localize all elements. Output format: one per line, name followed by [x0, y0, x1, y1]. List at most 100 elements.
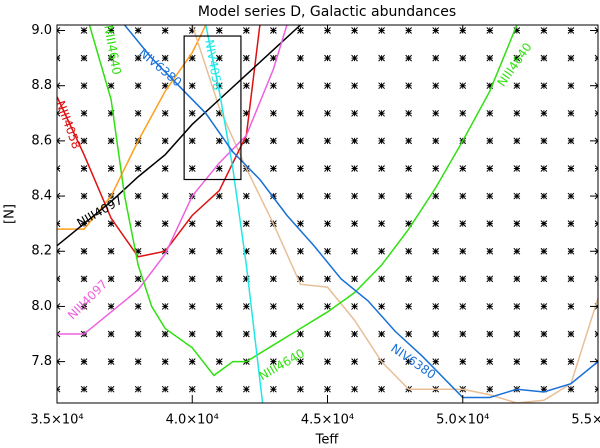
grid-point [567, 385, 575, 393]
axes-frame [56, 24, 599, 404]
grid-point [432, 192, 440, 200]
grid-point [540, 247, 548, 255]
grid-point [80, 275, 88, 283]
grid-point [215, 54, 223, 62]
grid-point [351, 165, 358, 172]
grid-point [134, 220, 142, 228]
grid-point [378, 303, 385, 310]
grid-point [107, 385, 115, 393]
grid-point [486, 192, 494, 200]
grid-point [459, 192, 467, 200]
grid-point [134, 192, 142, 200]
grid-point [540, 275, 548, 283]
x-tick-label: 5.0×10⁴ [436, 413, 489, 428]
y-tick-label: 8.0 [31, 299, 52, 314]
grid-point [270, 192, 277, 200]
grid-point [297, 358, 304, 365]
grid-point [215, 192, 223, 200]
grid-point [513, 330, 521, 338]
grid-point [324, 192, 331, 200]
curve-label: NIII4058 [53, 99, 83, 151]
grid-point [80, 247, 88, 255]
grid-point [540, 27, 548, 34]
grid-point [378, 275, 385, 283]
grid-point [188, 275, 196, 283]
x-tick-label: 4.0×10⁴ [166, 413, 219, 428]
grid-point [567, 192, 575, 200]
grid-point [161, 54, 169, 62]
grid-point [567, 247, 575, 255]
grid-point [242, 275, 250, 283]
grid-point [351, 247, 358, 255]
grid-point [107, 330, 115, 338]
grid-point [432, 82, 440, 90]
grid-point [188, 165, 196, 172]
grid-point [567, 109, 575, 117]
x-axis-label: Teff [315, 433, 340, 448]
grid-point [405, 330, 413, 338]
series-line [57, 25, 288, 335]
grid-point [405, 27, 413, 34]
grid-point [107, 27, 115, 34]
grid-point [242, 220, 250, 228]
grid-point [405, 54, 413, 62]
grid-point [107, 247, 115, 255]
grid-point [324, 165, 331, 172]
grid-point [80, 54, 88, 62]
grid-point [486, 275, 494, 283]
grid-point [270, 27, 277, 34]
grid-point [242, 303, 250, 310]
grid-point [161, 275, 169, 283]
grid-point [134, 303, 142, 310]
grid-point [405, 303, 413, 310]
grid-point [378, 165, 385, 172]
grid-point [134, 275, 142, 283]
grid-point [351, 82, 358, 90]
grid-point [378, 27, 385, 34]
grid-point [378, 247, 385, 255]
grid-point [351, 385, 358, 393]
grid-point [297, 385, 304, 393]
grid-point [405, 137, 413, 145]
grid-point [486, 27, 494, 34]
grid-point [378, 109, 385, 117]
grid-point [324, 385, 331, 393]
grid-point [351, 192, 358, 200]
grid-point [513, 220, 521, 228]
grid-point [567, 358, 575, 365]
series-line [57, 25, 301, 247]
grid-point [513, 27, 521, 34]
grid-point [486, 303, 494, 310]
grid-point [405, 247, 413, 255]
grid-point [134, 27, 142, 34]
grid-point [459, 54, 467, 62]
grid-point [567, 303, 575, 310]
grid-point [161, 220, 169, 228]
grid-point [432, 27, 440, 34]
grid-point [432, 275, 440, 283]
grid-point [297, 109, 304, 117]
grid-point [513, 192, 521, 200]
grid-point [432, 358, 440, 365]
chart-title: Model series D, Galactic abundances [198, 4, 456, 20]
grid-point [270, 275, 277, 283]
grid-point [215, 247, 223, 255]
grid-point [270, 358, 277, 365]
y-tick-label: 8.8 [31, 78, 52, 93]
grid-point [459, 165, 467, 172]
grid-point [134, 82, 142, 90]
series-line [205, 25, 264, 403]
grid-point [161, 330, 169, 338]
grid-point [405, 109, 413, 117]
grid-point [270, 137, 277, 145]
grid-point [324, 275, 331, 283]
grid-point [161, 82, 169, 90]
grid-point [297, 82, 304, 90]
grid-point [188, 247, 196, 255]
grid-point [513, 275, 521, 283]
grid-point [351, 220, 358, 228]
grid-point [161, 303, 169, 310]
grid-point [107, 358, 115, 365]
grid-point [405, 275, 413, 283]
y-axis-label: [N] [3, 204, 18, 224]
